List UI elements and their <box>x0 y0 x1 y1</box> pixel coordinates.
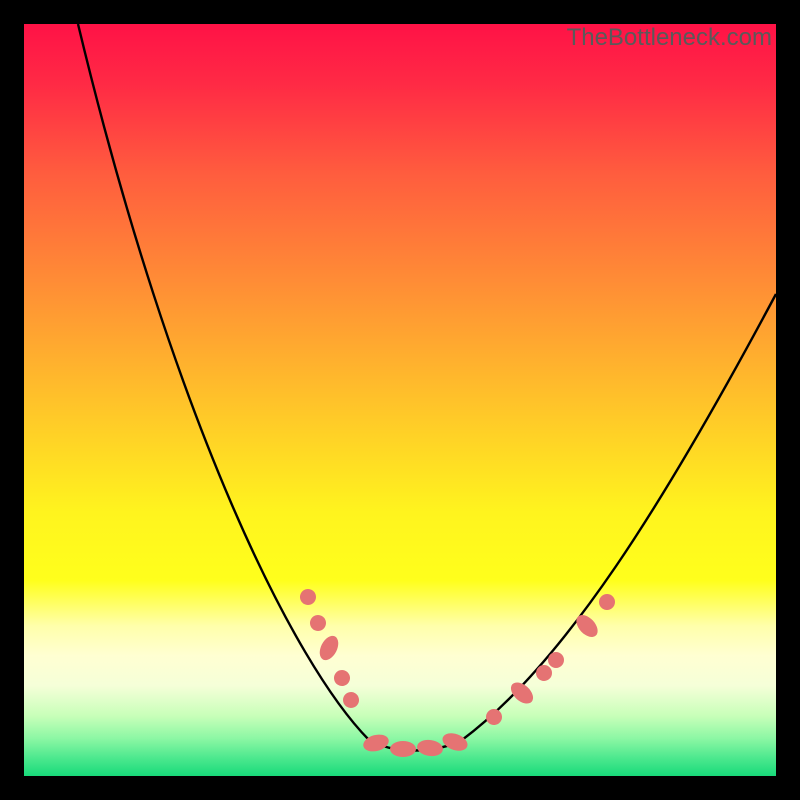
v-curve-path <box>78 24 776 751</box>
curve-marker <box>316 633 342 663</box>
curve-marker <box>297 586 319 608</box>
curve-marker <box>307 612 329 634</box>
watermark-text: TheBottleneck.com <box>567 24 772 52</box>
chart-stage: TheBottleneck.com <box>0 0 800 800</box>
curve-layer <box>24 24 776 776</box>
curve-marker <box>596 591 619 614</box>
curve-marker <box>331 667 353 689</box>
plot-area <box>24 24 776 776</box>
curve-marker <box>416 738 444 757</box>
curve-marker <box>483 706 506 729</box>
curve-marker <box>340 689 362 711</box>
curve-marker <box>572 611 601 641</box>
curve-marker <box>507 678 537 707</box>
markers-group <box>297 586 618 757</box>
curve-marker <box>390 741 416 757</box>
curve-marker <box>440 730 470 754</box>
